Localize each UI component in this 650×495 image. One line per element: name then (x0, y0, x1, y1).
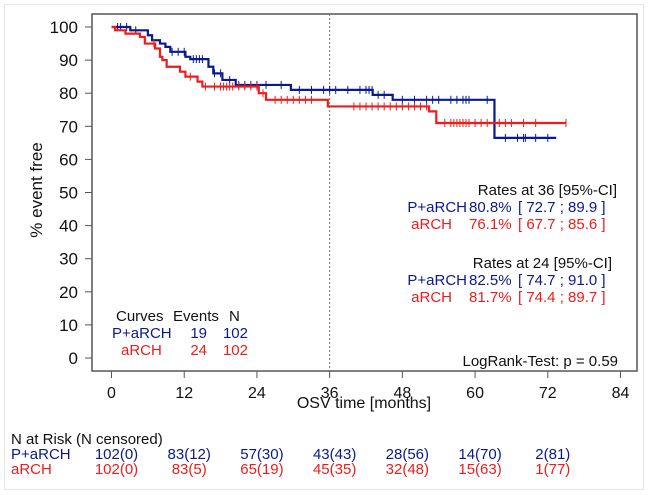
x-tick-label: 0 (107, 385, 116, 402)
at-risk-cell: 1(77) (535, 461, 571, 478)
at-risk-cell: 102(0) (94, 446, 139, 463)
at-risk-curve-2: aRCH (11, 461, 52, 478)
logrank-test: LogRank-Test: p = 0.59 (462, 353, 618, 370)
at-risk-cell: 15(63) (458, 461, 502, 478)
at-risk-cell: 2(81) (535, 446, 571, 463)
rates-24-rate-1: 82.5% (469, 272, 512, 289)
y-tick-label: 60 (59, 150, 78, 169)
y-tick-label: 80 (59, 84, 78, 103)
at-risk-curve-1: P+aRCH (11, 446, 71, 463)
series-aRCH (111, 25, 567, 127)
x-axis-label: OSV time [months] (297, 395, 431, 412)
y-axis: 0 10 20 30 40 50 60 70 80 90 100 (50, 18, 92, 368)
x-tick-label: 72 (539, 385, 557, 402)
at-risk-cell: 83(12) (167, 446, 211, 463)
rates-24-curve-2: aRCH (411, 289, 452, 306)
at-risk-cell: 28(56) (385, 446, 430, 463)
rates-36-ci-1: [ 72.7 ; 89.9 ] (518, 199, 606, 216)
rates-24-title: Rates at 24 [95%-CI] (473, 255, 612, 272)
rates-24-ci-1: [ 74.7 ; 91.0 ] (518, 272, 606, 289)
at-risk-cell: 83(5) (171, 461, 207, 478)
y-axis-label: % event free (27, 142, 46, 237)
y-tick-label: 20 (59, 283, 78, 302)
rates-36: Rates at 36 [95%-CI] P+aRCH 80.8% [ 72.7… (407, 182, 617, 233)
rates-36-ci-2: [ 67.7 ; 85.6 ] (518, 216, 606, 233)
at-risk-cell: 102(0) (94, 461, 139, 478)
km-curve (111, 25, 566, 125)
rates-36-curve-1: P+aRCH (407, 199, 467, 216)
y-tick-label: 0 (69, 349, 78, 368)
x-tick-label: 84 (612, 385, 630, 402)
x-tick-label: 24 (248, 385, 266, 402)
at-risk-cell: 57(30) (240, 446, 284, 463)
rates-36-rate-2: 76.1% (469, 216, 512, 233)
y-tick-label: 50 (59, 184, 78, 203)
y-tick-label: 40 (59, 217, 78, 236)
legend-n-2: 102 (223, 342, 248, 359)
at-risk-title: N at Risk (N censored) (11, 431, 163, 448)
curves (111, 23, 567, 142)
legend-events-2: 24 (190, 342, 207, 359)
legend: Curves Events N P+aRCH 19 102 aRCH 24 10… (112, 308, 248, 359)
legend-events-1: 19 (190, 325, 207, 342)
x-tick-label: 60 (466, 385, 484, 402)
legend-header-curves: Curves (116, 308, 164, 325)
rates-36-curve-2: aRCH (411, 216, 452, 233)
legend-header-n: N (229, 308, 240, 325)
x-tick-label: 48 (393, 385, 411, 402)
legend-curve-2: aRCH (121, 342, 162, 359)
x-axis: 0 12 24 36 48 60 72 84 (107, 371, 630, 402)
y-tick-label: 30 (59, 250, 78, 269)
at-risk-cell: 14(70) (458, 446, 502, 463)
rates-36-title: Rates at 36 [95%-CI] (478, 182, 617, 199)
y-tick-label: 10 (59, 316, 78, 335)
rates-36-rate-1: 80.8% (469, 199, 512, 216)
y-tick-label: 100 (50, 18, 78, 37)
y-tick-label: 90 (59, 51, 78, 70)
rates-24: Rates at 24 [95%-CI] P+aRCH 82.5% [ 74.7… (407, 255, 612, 306)
legend-curve-1: P+aRCH (112, 325, 172, 342)
at-risk-cell: 45(35) (312, 461, 357, 478)
km-curve (111, 25, 557, 139)
figure-frame (4, 4, 644, 490)
legend-n-1: 102 (223, 325, 248, 342)
x-tick-label: 12 (175, 385, 193, 402)
at-risk-cell: 43(43) (312, 446, 357, 463)
y-tick-label: 70 (59, 117, 78, 136)
rates-24-rate-2: 81.7% (469, 289, 512, 306)
rates-24-curve-1: P+aRCH (407, 272, 467, 289)
rates-24-ci-2: [ 74.4 ; 89.7 ] (518, 289, 606, 306)
legend-header-events: Events (173, 308, 219, 325)
at-risk-cell: 32(48) (385, 461, 430, 478)
at-risk-cell: 65(19) (240, 461, 284, 478)
x-tick-label: 36 (321, 385, 339, 402)
